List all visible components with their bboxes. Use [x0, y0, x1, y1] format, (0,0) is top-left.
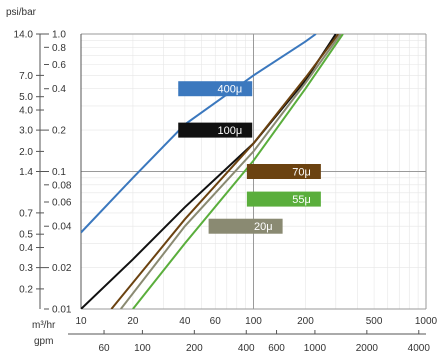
- series-label-0: 400μ: [178, 81, 253, 97]
- unit-psi-bar: psi/bar: [6, 7, 37, 18]
- bar-tick-label: 0.6: [52, 60, 66, 71]
- bar-tick-label: 1.0: [52, 30, 66, 41]
- psi-tick-label: 0.7: [19, 208, 33, 219]
- series-label-box: [246, 191, 321, 207]
- series-label-box: [246, 164, 321, 179]
- psi-tick-label: 2.0: [19, 147, 33, 158]
- gpm-tick-label: 60: [98, 343, 110, 354]
- m3hr-tick-label: 1000: [415, 316, 437, 327]
- psi-tick-label: 1.4: [19, 167, 33, 178]
- m3hr-tick-label: 100: [245, 316, 262, 327]
- gpm-tick-label: 1000: [304, 343, 327, 354]
- series-label-text: 55μ: [292, 194, 311, 206]
- series-label-box: [178, 81, 253, 97]
- series-label-1: 100μ: [178, 122, 253, 138]
- series-label-text: 70μ: [292, 167, 311, 179]
- bar-tick-label: 0.06: [52, 198, 72, 209]
- bar-tick-label: 0.8: [52, 43, 66, 54]
- m3hr-tick-label: 200: [297, 316, 314, 327]
- gpm-tick-label: 4000: [408, 343, 431, 354]
- gpm-tick-label: 2000: [356, 343, 379, 354]
- grid: [80, 33, 427, 310]
- psi-tick-label: 0.5: [19, 230, 33, 241]
- series-labels: 400μ 100μ 70μ 55μ 20μ: [178, 81, 321, 234]
- series-label-3: 55μ: [246, 191, 321, 207]
- gpm-tick-label: 200: [186, 343, 203, 354]
- bar-tick-label: 0.01: [52, 305, 72, 316]
- series-label-2: 70μ: [246, 164, 321, 179]
- psi-tick-label: 4.0: [19, 106, 33, 117]
- m3hr-tick-label: 40: [179, 316, 191, 327]
- series-label-box: [178, 122, 253, 138]
- series-line-0: [81, 34, 317, 234]
- bar-tick-label: 0.04: [52, 222, 72, 233]
- bar-tick-label: 0.4: [52, 84, 66, 95]
- series-label-box: [208, 218, 283, 234]
- psi-tick-label: 14.0: [14, 30, 34, 41]
- m3hr-tick-label: 500: [366, 316, 383, 327]
- m3hr-tick-label: 20: [127, 316, 139, 327]
- psi-tick-label: 5.0: [19, 92, 33, 103]
- tick-labels: 14.0 7.0 5.0 4.0 3.0 2.0 1.4 0.7 0.5 0.4 0.3 0.2 1.0…: [14, 30, 437, 355]
- psi-tick-label: 0.4: [19, 243, 33, 254]
- psi-tick-label: 3.0: [19, 126, 33, 137]
- psi-tick-label: 0.3: [19, 263, 33, 274]
- unit-m3hr: m³/hr: [32, 320, 56, 331]
- gpm-tick-label: 100: [134, 343, 151, 354]
- psi-tick-label: 7.0: [19, 71, 33, 82]
- series-line-4: [120, 34, 342, 309]
- bar-tick-label: 0.1: [52, 167, 66, 178]
- gpm-tick-label: 400: [238, 343, 255, 354]
- series-label-text: 400μ: [218, 84, 243, 96]
- series-line-2: [110, 34, 340, 309]
- bar-tick-label: 0.2: [52, 126, 66, 137]
- series-label-text: 100μ: [218, 125, 243, 137]
- psi-tick-label: 0.2: [19, 284, 33, 295]
- bar-tick-label: 0.08: [52, 180, 72, 191]
- series-line-3: [132, 34, 344, 309]
- unit-gpm: gpm: [34, 336, 53, 347]
- m3hr-tick-label: 10: [75, 316, 87, 327]
- series: [81, 34, 344, 309]
- unit-labels: psi/bar m³/hr gpm: [6, 7, 56, 347]
- m3hr-tick-label: 60: [210, 316, 222, 327]
- bar-tick-label: 0.02: [52, 263, 72, 274]
- series-label-4: 20μ: [208, 218, 283, 234]
- gpm-tick-label: 600: [268, 343, 285, 354]
- series-label-text: 20μ: [254, 221, 273, 233]
